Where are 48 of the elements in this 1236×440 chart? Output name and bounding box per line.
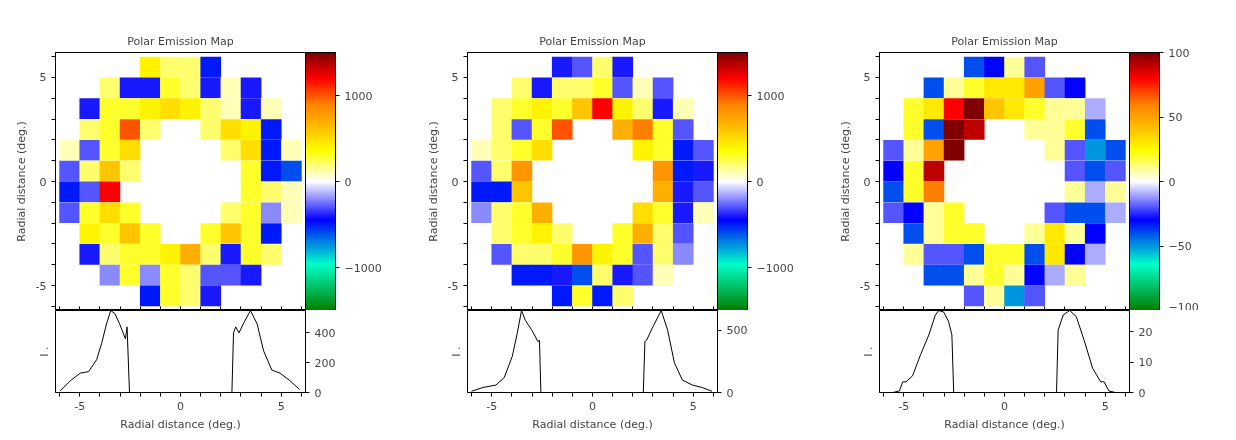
y-tick-label: 0: [314, 386, 322, 400]
y-tick-label: 5: [39, 71, 47, 85]
x-axis-title: Radial distance (deg.): [120, 417, 241, 431]
chart-title: Polar Emission Map: [951, 34, 1058, 48]
y-tick-label: 400: [314, 326, 336, 340]
y-axis-title: I .: [449, 346, 463, 357]
y-tick-label: 500: [726, 324, 748, 338]
x-tick-label: 5: [1101, 399, 1109, 413]
y-tick-label: 0: [1138, 386, 1146, 400]
y-tick-label: 0: [451, 175, 459, 189]
y-axis-title: I .: [37, 346, 51, 357]
y-axis-title: I .: [861, 346, 875, 357]
x-axis-title: Radial distance (deg.): [532, 417, 653, 431]
color-bar-label: −1000: [756, 261, 794, 275]
x-tick-label: -5: [898, 399, 910, 413]
color-bar-label: 50: [1168, 111, 1183, 124]
y-tick-label: 20: [1138, 325, 1153, 339]
x-tick-label: 5: [689, 399, 697, 413]
color-bar-label: 0: [344, 175, 352, 189]
x-tick-label: 0: [177, 399, 184, 413]
color-bar-label: −100: [1168, 300, 1199, 314]
color-bar-label: 0: [756, 175, 764, 189]
y-tick-label: -5: [859, 279, 871, 293]
color-bar-label: 1000: [756, 89, 785, 103]
y-axis-title: Radial distance (deg.): [426, 121, 440, 242]
y-tick-label: 5: [863, 71, 871, 85]
y-tick-label: -5: [447, 279, 459, 293]
x-tick-label: 0: [589, 399, 596, 413]
y-tick-label: 10: [1138, 356, 1153, 370]
y-axis-title: Radial distance (deg.): [14, 121, 28, 242]
chart-title: Polar Emission Map: [539, 34, 646, 48]
color-bar-label: 100: [1168, 46, 1190, 60]
color-bar-label: −50: [1168, 240, 1192, 253]
y-tick-label: -5: [35, 279, 47, 293]
color-bar-label: 0: [1168, 175, 1176, 189]
color-bar-label: 1000: [344, 89, 373, 103]
x-axis-title: Radial distance (deg.): [944, 417, 1065, 431]
y-axis-title: Radial distance (deg.): [838, 121, 852, 242]
chart-title: Polar Emission Map: [127, 34, 234, 48]
y-tick-label: 200: [314, 356, 336, 370]
y-tick-label: 5: [451, 71, 459, 85]
y-tick-label: 0: [39, 175, 47, 189]
color-bar-label: −1000: [344, 261, 382, 275]
y-tick-label: 0: [863, 175, 871, 189]
x-tick-label: -5: [486, 399, 498, 413]
x-tick-label: 0: [1001, 399, 1008, 413]
x-tick-label: -5: [74, 399, 86, 413]
x-tick-label: 5: [277, 399, 285, 413]
